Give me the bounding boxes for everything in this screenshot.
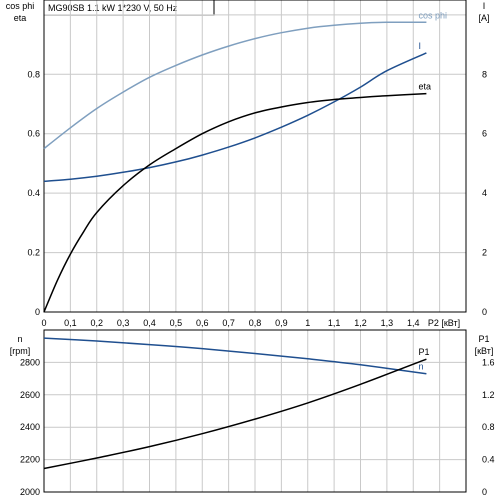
right-tick-label: 0	[482, 487, 487, 497]
bottom-plot-grid	[43, 329, 467, 493]
x-tick-label: 0,9	[275, 318, 288, 328]
series-label-p1: P1	[418, 347, 429, 357]
right-tick-label: 1.2	[482, 390, 495, 400]
x-tick-label: 1,4	[407, 318, 420, 328]
series-line-eta	[43, 92, 427, 313]
left-tick-label: 2600	[20, 390, 40, 400]
x-tick-label: 0,1	[64, 318, 77, 328]
top-left-axis-title-1: cos phi	[6, 1, 35, 11]
x-tick-label: 0,3	[117, 318, 130, 328]
series-line-p1	[43, 358, 427, 470]
plot-frame	[43, 329, 467, 493]
right-tick-label: 0	[482, 307, 487, 317]
right-tick-label: 0.4	[482, 455, 495, 465]
left-tick-label: 0	[35, 307, 40, 317]
left-tick-label: 0.2	[27, 248, 40, 258]
x-tick-label: 0,7	[222, 318, 235, 328]
series-label-n: n	[418, 362, 423, 372]
x-tick-label: 1,1	[328, 318, 341, 328]
right-tick-label: 4	[482, 188, 487, 198]
top-plot-grid	[43, 0, 467, 313]
x-tick-label: 0,5	[170, 318, 183, 328]
left-tick-label: 2200	[20, 455, 40, 465]
plot-frame	[43, 0, 467, 313]
series-label-eta: eta	[418, 82, 431, 92]
left-tick-label: 0.8	[27, 69, 40, 79]
x-tick-label: 1	[305, 318, 310, 328]
top-right-axis-title-1: I	[483, 1, 486, 11]
series-label-cos-phi: cos phi	[418, 10, 447, 20]
bottom-left-axis-title-1: n	[17, 334, 22, 344]
x-tick-label: 0,2	[90, 318, 103, 328]
series-line-i	[43, 52, 427, 183]
right-tick-label: 6	[482, 129, 487, 139]
x-tick-label: 1,2	[354, 318, 367, 328]
tick-labels: 00.20.40.60.8024682000220024002600280000…	[20, 69, 495, 497]
left-tick-label: 2800	[20, 357, 40, 367]
x-tick-label: 0,6	[196, 318, 209, 328]
top-left-axis-title-2: eta	[14, 13, 27, 23]
right-tick-label: 8	[482, 69, 487, 79]
x-tick-label: 0,4	[143, 318, 156, 328]
left-tick-label: 2000	[20, 487, 40, 497]
top-right-axis-title-2: [A]	[478, 13, 489, 23]
right-tick-label: 0.8	[482, 422, 495, 432]
bottom-right-axis-title-1: P1	[478, 334, 489, 344]
left-tick-label: 2400	[20, 422, 40, 432]
bottom-left-axis-title-2: [rpm]	[10, 346, 31, 356]
right-tick-label: 1.6	[482, 357, 495, 367]
series-line-n	[43, 337, 427, 375]
series-label-i: I	[418, 41, 421, 51]
right-tick-label: 2	[482, 248, 487, 258]
left-tick-label: 0.6	[27, 129, 40, 139]
series-line-cos-phi	[43, 21, 427, 150]
x-tick-label: 1,3	[381, 318, 394, 328]
x-tick-label: 0	[41, 318, 46, 328]
left-tick-label: 0.4	[27, 188, 40, 198]
bottom-right-axis-title-2: [кВт]	[475, 346, 494, 356]
x-tick-label: 0,8	[249, 318, 262, 328]
header-label: MG90SB 1.1 kW 1*230 V, 50 Hz	[48, 3, 178, 13]
top-x-axis-label: P2 [кВт]	[428, 318, 460, 328]
